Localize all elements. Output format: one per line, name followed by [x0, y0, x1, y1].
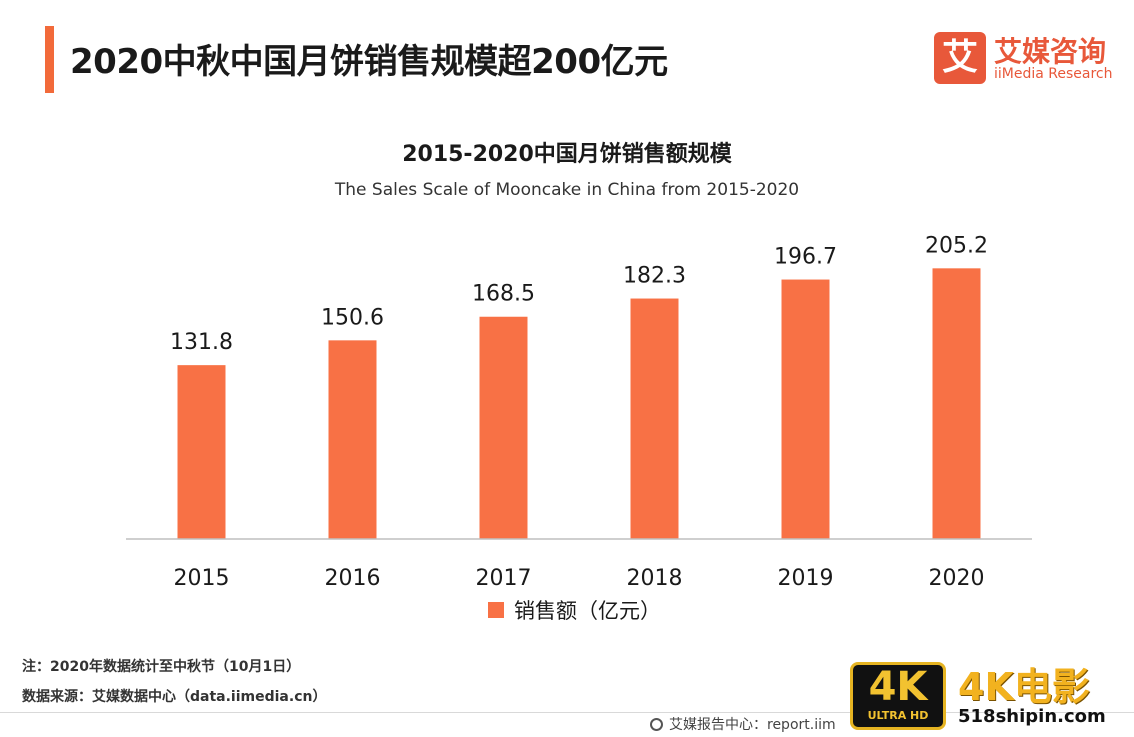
bar-chart: 131.8 2015 150.6 2016 168.5 2017 182.3 2018 196.… [126, 233, 1032, 591]
x-tick-label-2015: 2015 [174, 566, 230, 591]
bar-2017[interactable] [479, 316, 528, 539]
logo-name-en: iiMedia Research [994, 66, 1113, 82]
x-tick-label-2016: 2016 [325, 566, 381, 591]
x-tick-label-2018: 2018 [627, 566, 683, 591]
x-tick-label-2019: 2019 [778, 566, 834, 591]
watermark-badge-small: ULTRA HD [867, 709, 929, 722]
bar-2018[interactable] [630, 298, 679, 539]
chart-title: 2015-2020中国月饼销售额规模 [402, 142, 732, 167]
watermark-badge-big: 4K [868, 664, 928, 710]
bar-2015[interactable] [177, 365, 226, 539]
legend-swatch [488, 602, 504, 618]
x-tick-label-2017: 2017 [476, 566, 532, 591]
brand-logo[interactable]: 艾 艾媒咨询 iiMedia Research [934, 30, 1114, 88]
report-center-text: 艾媒报告中心：report.iim [669, 717, 836, 733]
legend-label: 销售额（亿元） [514, 599, 661, 623]
data-label-2016: 150.6 [321, 305, 384, 330]
data-label-2015: 131.8 [170, 330, 233, 355]
data-label-2017: 168.5 [472, 282, 535, 307]
chart-subtitle: The Sales Scale of Mooncake in China fro… [334, 180, 800, 200]
x-tick-label-2020: 2020 [929, 566, 985, 591]
data-label-2019: 196.7 [774, 245, 837, 270]
page-title: 2020中秋中国月饼销售规模超200亿元 [70, 42, 668, 82]
report-center-link[interactable]: 艾媒报告中心：report.iim [650, 714, 836, 734]
footnote: 注：2020年数据统计至中秋节（10月1日） [22, 659, 301, 675]
watermark-4k-badge: 4K ULTRA HD [850, 662, 946, 730]
data-label-2018: 182.3 [623, 264, 686, 289]
bar-2019[interactable] [781, 279, 830, 539]
logo-mark-icon: 艾 [934, 32, 986, 84]
data-source: 数据来源：艾媒数据中心（data.iimedia.cn） [22, 689, 327, 705]
footer-divider [0, 712, 1134, 713]
data-label-2020: 205.2 [925, 233, 988, 258]
bar-2020[interactable] [932, 268, 981, 539]
title-accent-bar [45, 26, 54, 93]
watermark-text: 4K电影 [958, 665, 1090, 709]
logo-name-cn: 艾媒咨询 [994, 35, 1107, 68]
chart-legend: 销售额（亿元） [488, 596, 661, 624]
watermark-url: 518shipin.com [958, 706, 1106, 727]
globe-icon [650, 717, 663, 731]
bar-2016[interactable] [328, 340, 377, 539]
